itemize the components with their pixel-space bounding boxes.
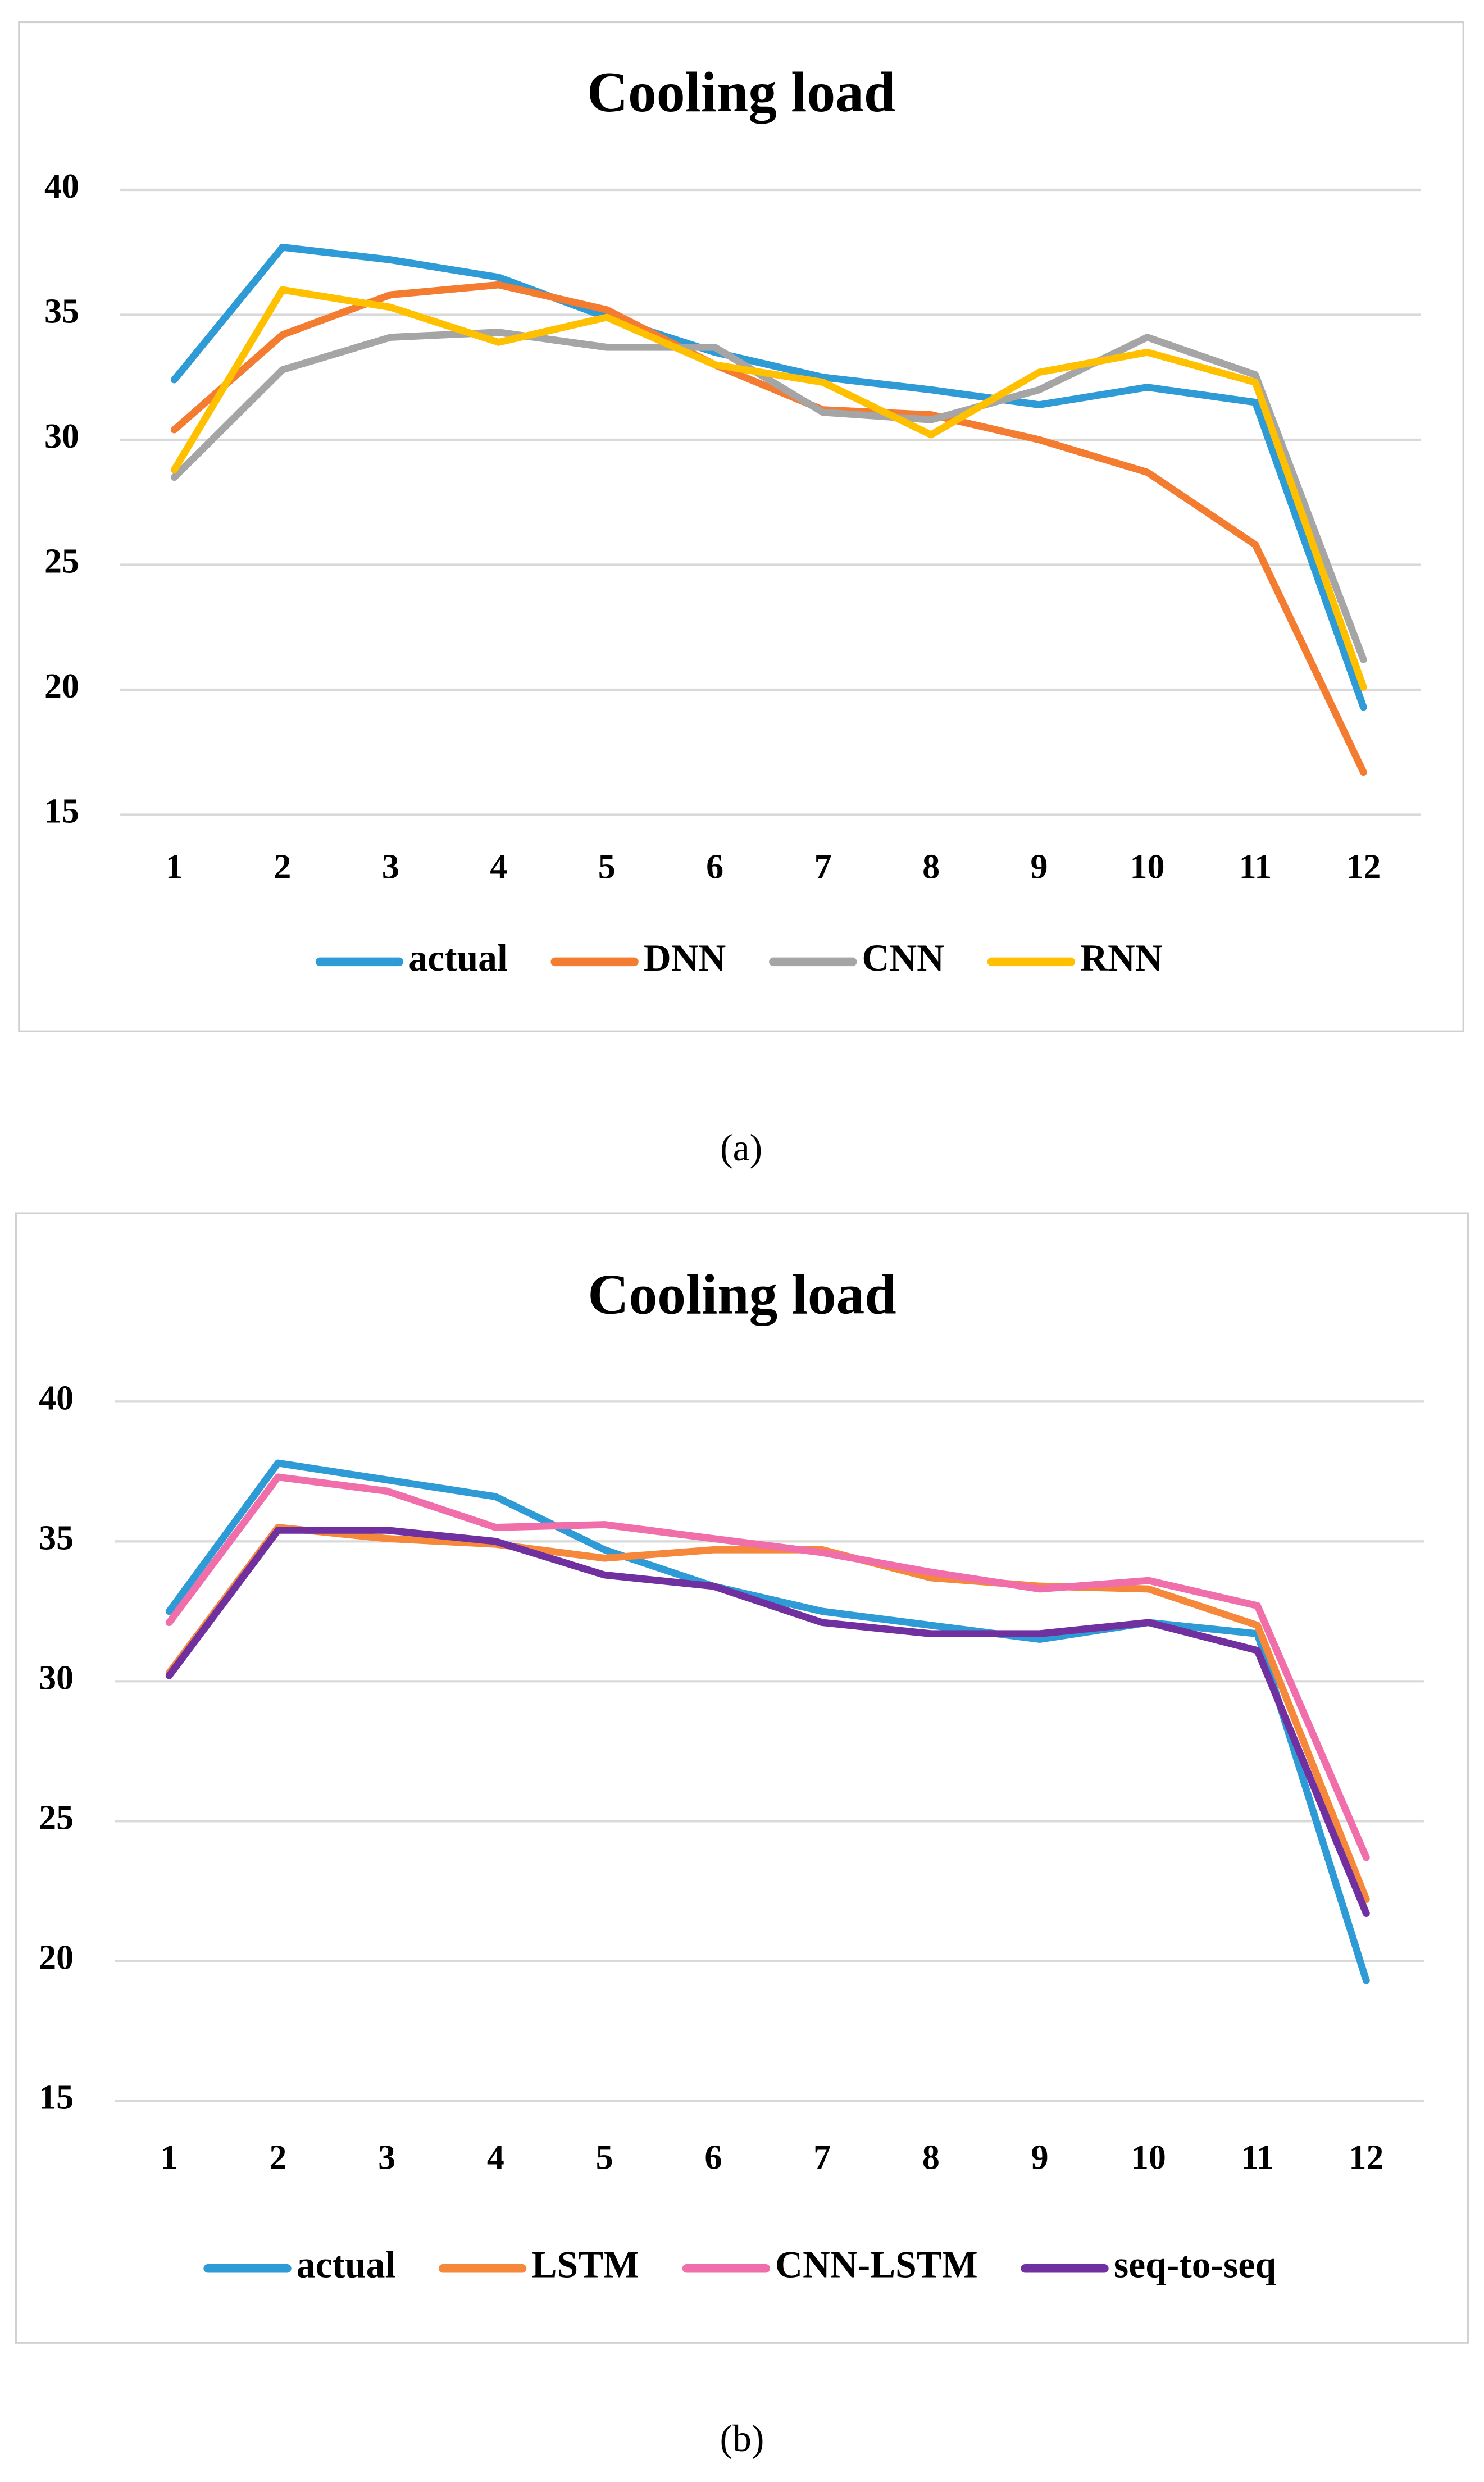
- chart-title: Cooling load: [588, 1263, 896, 1326]
- x-tick-label: 2: [269, 2138, 286, 2176]
- x-tick-label: 12: [1349, 2138, 1383, 2176]
- legend-label: CNN: [862, 937, 944, 979]
- y-tick-label: 40: [44, 167, 79, 206]
- series-line: [165, 1473, 1370, 1861]
- x-tick-label: 6: [706, 848, 723, 886]
- x-tick-label: 4: [487, 2138, 504, 2176]
- x-tick-label: 8: [922, 848, 940, 886]
- x-tick-label: 8: [922, 2138, 940, 2176]
- series-line: [171, 329, 1367, 663]
- x-tick-label: 2: [274, 848, 291, 886]
- x-tick-label: 3: [378, 2138, 395, 2176]
- chart-title: Cooling load: [587, 61, 895, 124]
- y-tick-label: 20: [39, 1938, 74, 1977]
- caption: (a): [720, 1127, 762, 1169]
- x-tick-label: 7: [813, 2138, 831, 2176]
- x-tick-label: 9: [1031, 2138, 1049, 2176]
- series-line: [171, 286, 1367, 691]
- legend: actual LSTM CNN-LSTM seq-to-seq: [203, 2243, 1276, 2285]
- series-line: [165, 1524, 1370, 1903]
- x-tick-label: 11: [1241, 2138, 1274, 2176]
- y-tick-label: 35: [39, 1519, 74, 1557]
- caption: (b): [720, 2417, 764, 2460]
- y-tick-label: 35: [44, 293, 79, 331]
- y-tick-label: 25: [39, 1799, 74, 1837]
- legend-label: seq-to-seq: [1114, 2243, 1276, 2285]
- legend: actual DNN CNN RNN: [315, 937, 1163, 979]
- y-tick-label: 15: [44, 793, 79, 831]
- x-tick-label: 5: [598, 848, 616, 886]
- y-tick-label: 30: [39, 1659, 74, 1697]
- x-tick-label: 6: [704, 2138, 722, 2176]
- x-tick-label: 1: [166, 848, 183, 886]
- legend-label: actual: [297, 2243, 395, 2285]
- x-tick-label: 9: [1031, 848, 1048, 886]
- legend-label: CNN-LSTM: [775, 2243, 977, 2285]
- series-line: [165, 1527, 1370, 1917]
- x-tick-label: 7: [814, 848, 832, 886]
- x-tick-label: 5: [596, 2138, 613, 2176]
- series-line: [171, 243, 1367, 711]
- x-tick-label: 3: [382, 848, 399, 886]
- x-tick-label: 12: [1346, 848, 1381, 886]
- legend-label: actual: [408, 937, 507, 979]
- x-tick-label: 4: [490, 848, 507, 886]
- legend-label: DNN: [644, 937, 726, 979]
- x-tick-label: 1: [161, 2138, 178, 2176]
- legend-label: RNN: [1080, 937, 1162, 979]
- x-tick-label: 10: [1131, 2138, 1166, 2176]
- y-tick-label: 20: [44, 667, 79, 705]
- y-tick-label: 40: [39, 1379, 74, 1418]
- x-tick-label: 10: [1130, 848, 1165, 886]
- y-tick-label: 30: [44, 417, 79, 456]
- x-tick-label: 11: [1239, 848, 1272, 886]
- legend-label: LSTM: [531, 2243, 639, 2285]
- y-tick-label: 15: [39, 2078, 74, 2116]
- y-tick-label: 25: [44, 543, 79, 581]
